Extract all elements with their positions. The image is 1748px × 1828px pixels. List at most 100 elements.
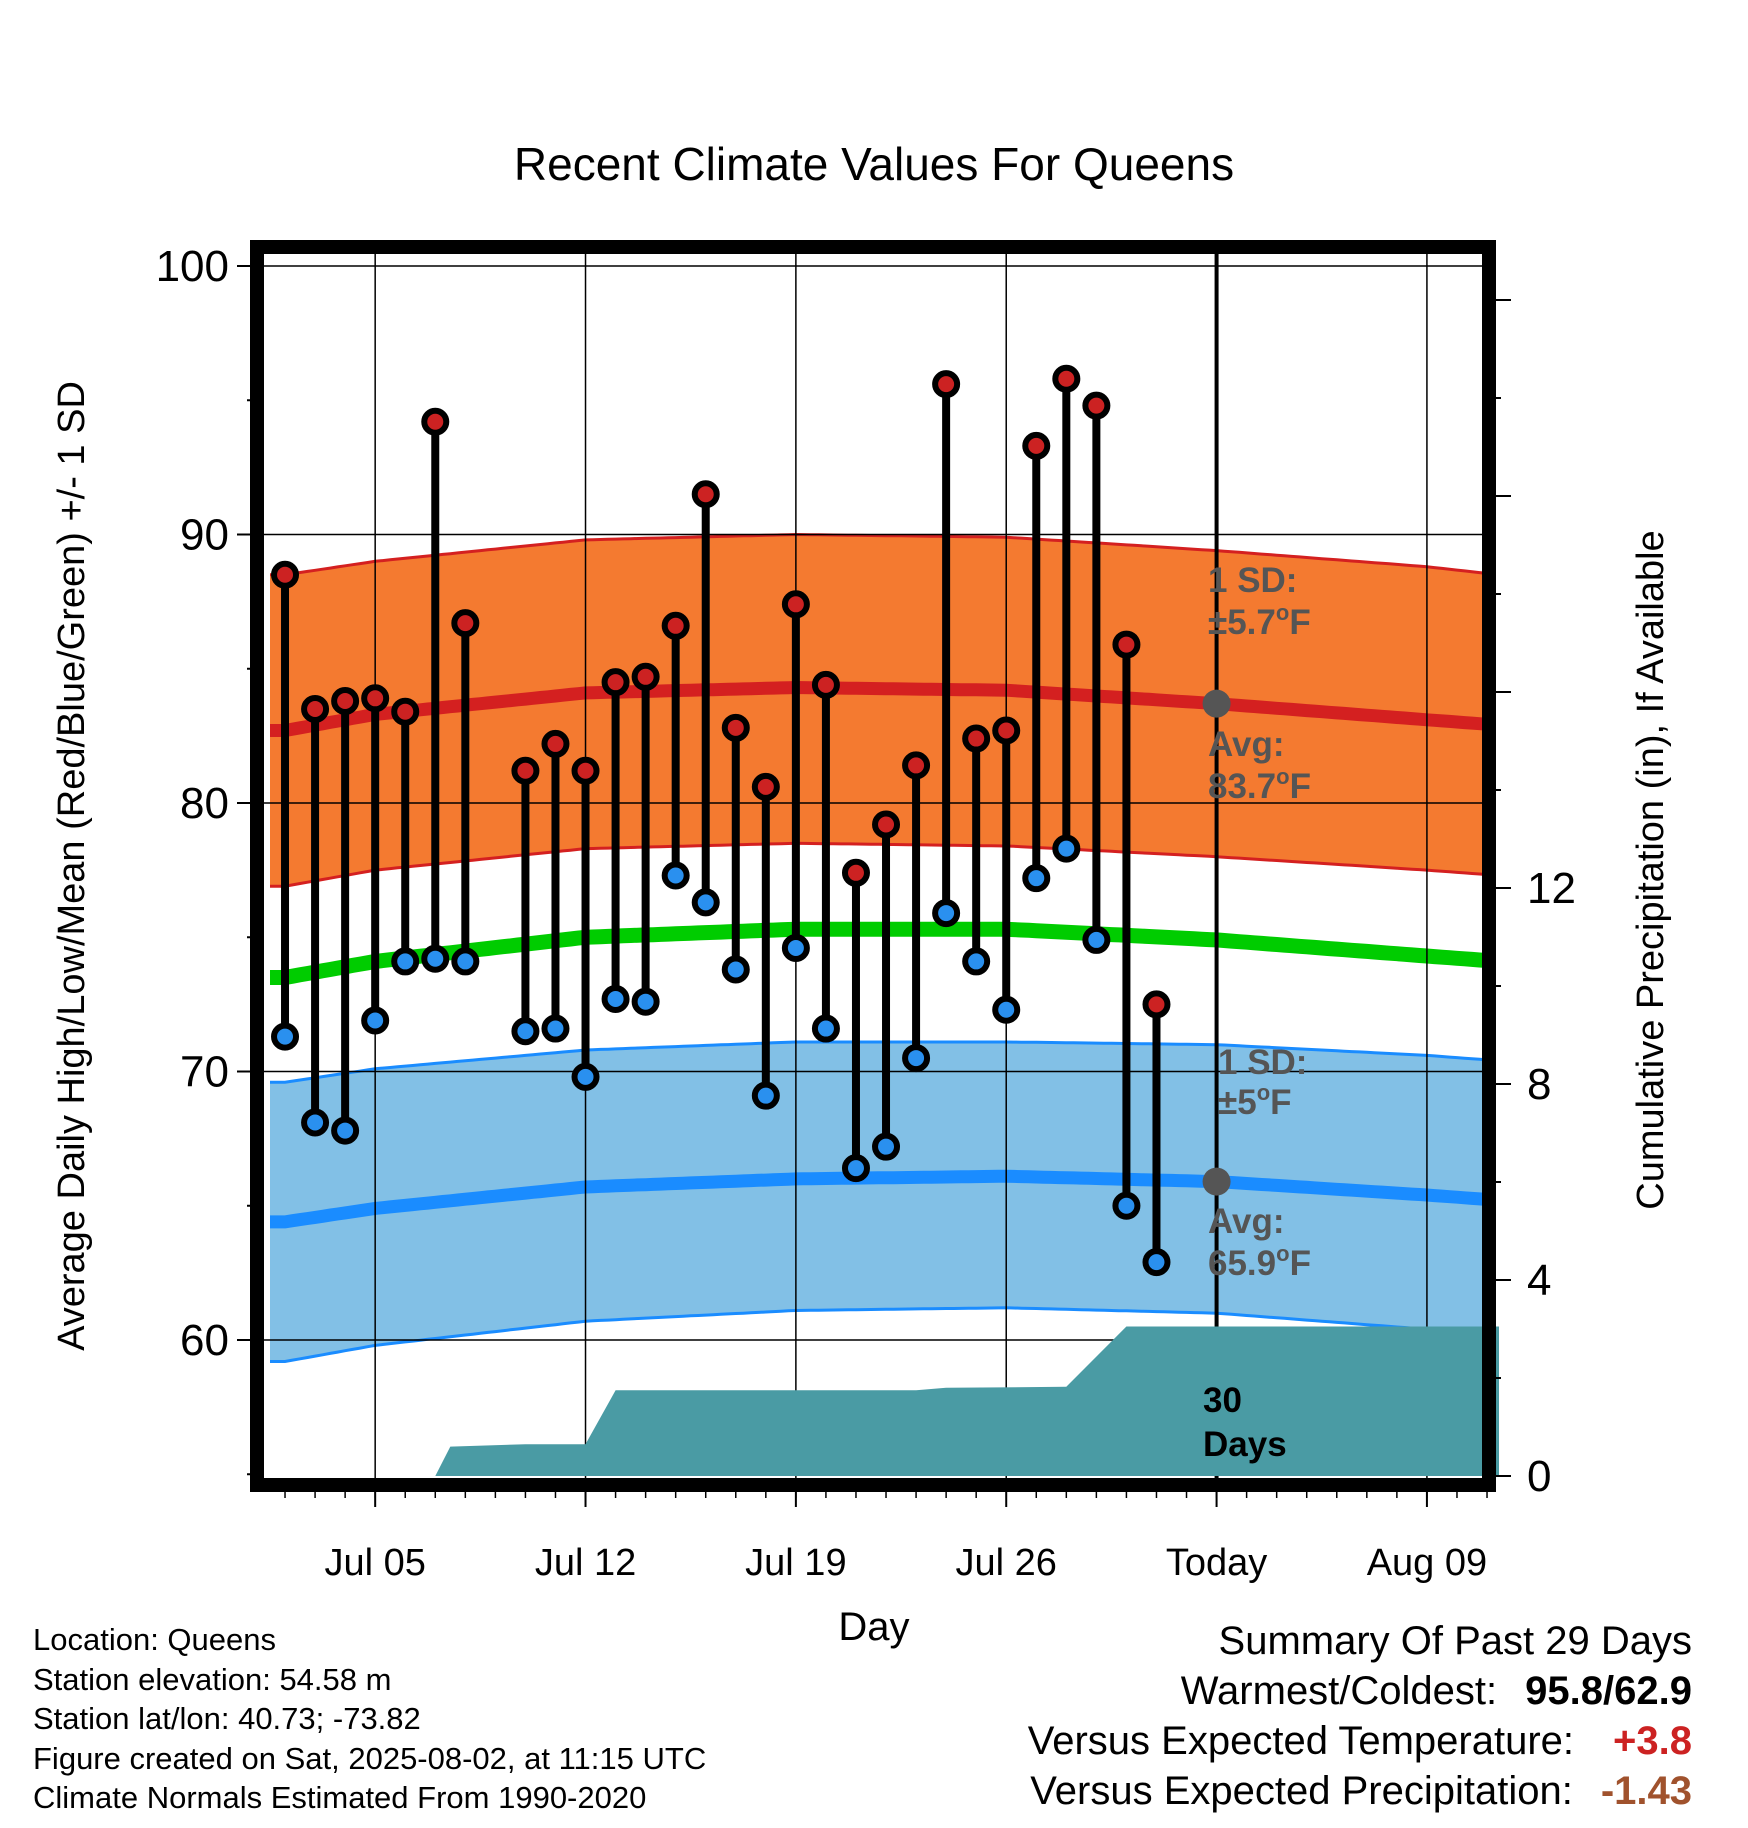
slash-text: / — [1603, 1669, 1615, 1713]
low-point — [691, 888, 720, 917]
observations — [271, 364, 1231, 1277]
high-point — [841, 858, 870, 887]
x-tick-label: Jul 05 — [324, 1542, 425, 1584]
low-point — [541, 1014, 570, 1043]
x-tick-label: Today — [1166, 1542, 1267, 1584]
created-text: Figure created on Sat, 2025-08-02, at 11… — [33, 1740, 707, 1776]
high-point — [541, 729, 570, 758]
today-high-avg-marker — [1202, 689, 1231, 718]
low-point — [631, 987, 660, 1016]
y-tick-label: 100 — [156, 242, 229, 291]
low-point — [451, 947, 480, 976]
plot-frame — [250, 240, 1496, 1492]
y-tick-label: 80 — [180, 779, 229, 828]
high-point — [361, 684, 390, 713]
low-point — [1022, 864, 1051, 893]
low-point — [421, 944, 450, 973]
warmest-coldest-value: 95.8/62.9 — [1525, 1666, 1692, 1716]
elevation-text: Station elevation: 54.58 m — [33, 1661, 392, 1697]
low-point — [1052, 834, 1081, 863]
low-point — [1112, 1191, 1141, 1220]
high-point — [872, 810, 901, 839]
high-sd-band — [270, 534, 1489, 887]
high-point — [751, 772, 780, 801]
low-point — [841, 1154, 870, 1183]
high-point — [1142, 990, 1171, 1019]
coldest-value: 62.9 — [1614, 1669, 1692, 1713]
low-point — [781, 933, 810, 962]
temp-anomaly-value: +3.8 — [1613, 1719, 1692, 1763]
normal-bands — [270, 532, 1489, 1363]
high-point — [811, 670, 840, 699]
low-sd-value: ±5oF — [1218, 1080, 1292, 1122]
x-tick-label: Jul 12 — [535, 1542, 636, 1584]
y2-axis-label: Cumulative Precipitation (in), If Availa… — [1630, 530, 1672, 1209]
low-avg-value: 65.9oF — [1208, 1241, 1311, 1283]
chart-text: 60 70 80 90 100 0 4 8 12 Jul 05 Jul 12 Jul 19 Jul 26… — [51, 138, 1672, 1649]
low-point — [962, 947, 991, 976]
y2-tick-label: 12 — [1527, 864, 1576, 913]
axes — [237, 240, 1511, 1507]
warmest-value: 95.8 — [1525, 1669, 1604, 1713]
latlon-text: Station lat/lon: 40.73; -73.82 — [33, 1701, 421, 1736]
high-point — [421, 407, 450, 436]
high-point — [271, 560, 300, 589]
low-point — [601, 985, 630, 1014]
today-low-avg-marker — [1202, 1167, 1231, 1196]
low-point — [511, 1017, 540, 1046]
high-point — [301, 695, 330, 724]
y-axis-label: Average Daily High/Low/Mean (Red/Blue/Gr… — [51, 381, 93, 1351]
low-point — [1142, 1248, 1171, 1277]
x-tick-label: Jul 26 — [956, 1542, 1057, 1584]
low-avg-title: Avg: — [1208, 1202, 1284, 1241]
x-axis-label: Day — [838, 1605, 909, 1649]
high-avg-value: 83.7oF — [1208, 764, 1311, 806]
high-point — [932, 370, 961, 399]
high-point — [451, 609, 480, 638]
high-point — [1112, 630, 1141, 659]
temp-label: Versus Expected Temperature: — [1027, 1719, 1574, 1763]
high-average-line — [270, 680, 1489, 737]
y2-tick-label: 8 — [1527, 1060, 1551, 1109]
high-point — [992, 716, 1021, 745]
low-point — [271, 1022, 300, 1051]
high-point — [631, 662, 660, 691]
precip-area — [285, 1326, 1499, 1476]
y2-tick-label: 4 — [1527, 1256, 1551, 1305]
low-sd-title: 1 SD: — [1218, 1043, 1307, 1082]
high-point — [331, 686, 360, 715]
location-text: Location: Queens — [33, 1622, 277, 1657]
low-point — [932, 899, 961, 928]
low-point — [661, 861, 690, 890]
high-upper-edge — [270, 532, 1489, 577]
low-point — [811, 1014, 840, 1043]
high-point — [902, 751, 931, 780]
y-tick-label: 90 — [180, 511, 229, 560]
high-sd-value: ±5.7oF — [1208, 600, 1311, 642]
low-lower-edge — [270, 1306, 1489, 1363]
summary-panel: Summary Of Past 29 Days Warmest/Coldest:… — [1028, 1616, 1692, 1816]
high-point — [601, 668, 630, 697]
normals-text: Climate Normals Estimated From 1990-2020 — [33, 1780, 647, 1815]
low-point — [992, 995, 1021, 1024]
precip-anomaly-value: -1.43 — [1600, 1769, 1692, 1813]
low-point — [1082, 925, 1111, 954]
x-tick-label: Aug 09 — [1367, 1542, 1487, 1584]
warmest-label: Warmest/Coldest: — [1180, 1669, 1498, 1713]
high-point — [391, 697, 420, 726]
high-point — [1022, 431, 1051, 460]
low-point — [361, 1006, 390, 1035]
y-tick-label: 60 — [180, 1316, 229, 1365]
low-point — [571, 1062, 600, 1091]
days-count-word: Days — [1203, 1425, 1287, 1464]
high-point — [962, 724, 991, 753]
chart-title: Recent Climate Values For Queens — [514, 138, 1234, 190]
high-point — [1082, 391, 1111, 420]
high-point — [721, 713, 750, 742]
summary-temp-row: Versus Expected Temperature: +3.8 — [1028, 1716, 1692, 1766]
low-point — [721, 955, 750, 984]
low-point — [301, 1108, 330, 1137]
low-point — [331, 1116, 360, 1145]
high-point — [511, 756, 540, 785]
